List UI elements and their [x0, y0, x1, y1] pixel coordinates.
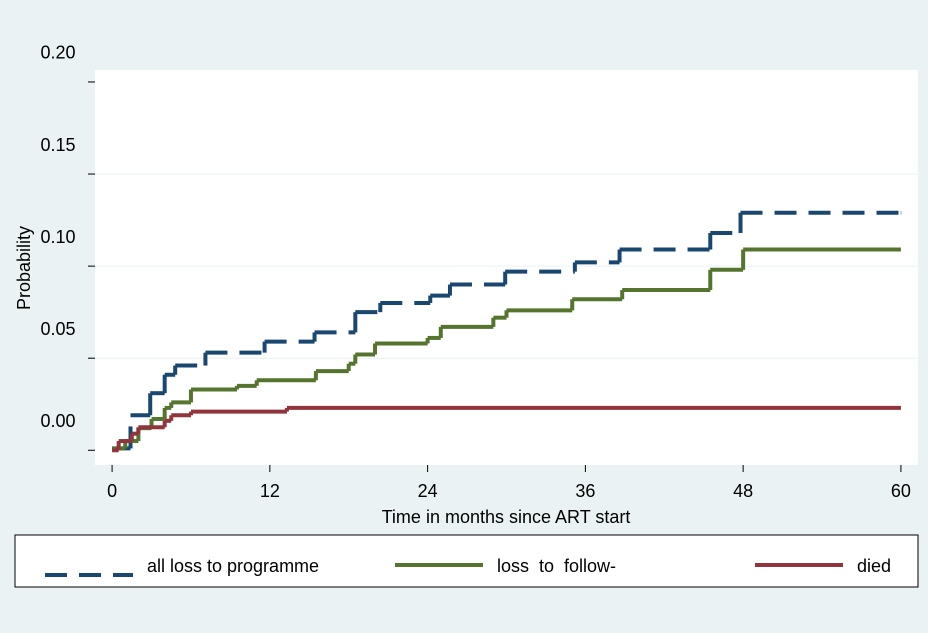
x-tick-label: 48 [733, 481, 753, 501]
y-tick-label: 0.05 [40, 319, 75, 339]
legend-label: died [857, 556, 891, 576]
legend-label: all loss to programme [147, 556, 319, 576]
x-tick-label: 60 [891, 481, 911, 501]
x-tick-label: 24 [418, 481, 438, 501]
x-tick-label: 12 [260, 481, 280, 501]
y-tick-label: 0.00 [40, 411, 75, 431]
legend-label: loss to follow- [497, 556, 616, 576]
legend [14, 534, 919, 588]
plot-area [95, 70, 918, 465]
y-tick-label: 0.10 [40, 227, 75, 247]
x-tick-label: 0 [107, 481, 117, 501]
x-tick-label: 36 [575, 481, 595, 501]
y-axis-label: Probability [14, 226, 34, 310]
y-tick-label: 0.15 [40, 135, 75, 155]
x-axis-label: Time in months since ART start [382, 507, 631, 527]
y-tick-label: 0.20 [40, 43, 75, 63]
